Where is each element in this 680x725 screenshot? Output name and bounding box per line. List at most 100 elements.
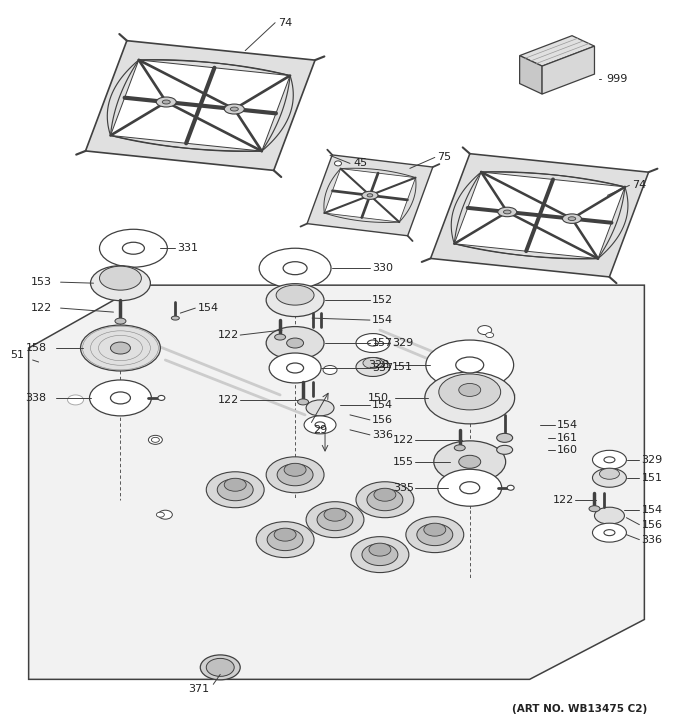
Ellipse shape — [266, 457, 324, 493]
Ellipse shape — [90, 380, 152, 416]
Ellipse shape — [315, 422, 325, 428]
Text: 74: 74 — [632, 181, 647, 191]
Text: (ART NO. WB13475 C2): (ART NO. WB13475 C2) — [512, 704, 647, 714]
Ellipse shape — [483, 395, 496, 405]
Ellipse shape — [369, 543, 391, 556]
Ellipse shape — [286, 363, 303, 373]
Text: 331: 331 — [177, 243, 199, 253]
Text: 335: 335 — [393, 483, 414, 493]
Text: 45: 45 — [353, 158, 367, 168]
Ellipse shape — [80, 325, 160, 371]
Text: 156: 156 — [641, 520, 662, 530]
Text: 151: 151 — [392, 362, 413, 372]
Ellipse shape — [503, 210, 511, 214]
Ellipse shape — [498, 207, 517, 217]
Ellipse shape — [115, 318, 126, 324]
Ellipse shape — [496, 445, 513, 455]
Text: 156: 156 — [372, 415, 393, 425]
Text: 328: 328 — [368, 360, 389, 370]
Ellipse shape — [90, 265, 150, 301]
Ellipse shape — [67, 395, 84, 405]
Ellipse shape — [374, 488, 396, 501]
Polygon shape — [454, 172, 625, 259]
Ellipse shape — [592, 468, 626, 487]
Ellipse shape — [284, 463, 306, 476]
Ellipse shape — [351, 536, 409, 573]
Ellipse shape — [214, 663, 227, 672]
Ellipse shape — [568, 217, 576, 220]
Polygon shape — [111, 60, 290, 151]
Ellipse shape — [317, 509, 353, 531]
Ellipse shape — [367, 194, 373, 197]
Ellipse shape — [439, 374, 500, 410]
Text: 371: 371 — [188, 684, 209, 695]
Ellipse shape — [604, 530, 615, 536]
Ellipse shape — [363, 357, 383, 368]
Text: 337: 337 — [372, 363, 393, 373]
Ellipse shape — [478, 326, 492, 334]
Ellipse shape — [356, 481, 414, 518]
Ellipse shape — [277, 464, 313, 486]
Ellipse shape — [156, 97, 176, 107]
Ellipse shape — [298, 399, 309, 405]
Ellipse shape — [306, 502, 364, 538]
Ellipse shape — [206, 472, 264, 508]
Text: 329: 329 — [641, 455, 662, 465]
Ellipse shape — [496, 434, 513, 442]
Ellipse shape — [274, 528, 296, 541]
Ellipse shape — [356, 357, 390, 376]
Text: 150: 150 — [368, 393, 389, 403]
Ellipse shape — [324, 508, 346, 521]
Polygon shape — [324, 169, 415, 222]
Ellipse shape — [417, 523, 453, 546]
Ellipse shape — [286, 338, 303, 348]
Ellipse shape — [362, 191, 378, 199]
Ellipse shape — [426, 340, 513, 390]
Text: 154: 154 — [372, 315, 393, 325]
Ellipse shape — [283, 262, 307, 275]
Ellipse shape — [456, 357, 483, 373]
Text: 153: 153 — [31, 277, 52, 287]
Ellipse shape — [231, 107, 238, 111]
Ellipse shape — [266, 326, 324, 360]
Ellipse shape — [158, 395, 165, 400]
Text: 75: 75 — [437, 152, 451, 162]
Ellipse shape — [459, 455, 481, 468]
Ellipse shape — [152, 437, 159, 442]
Polygon shape — [542, 46, 594, 94]
Polygon shape — [430, 154, 649, 277]
Polygon shape — [520, 36, 594, 66]
Ellipse shape — [589, 506, 600, 512]
Polygon shape — [29, 285, 645, 679]
Ellipse shape — [99, 266, 141, 290]
Ellipse shape — [356, 334, 390, 352]
Text: 155: 155 — [393, 457, 414, 467]
Ellipse shape — [266, 283, 324, 317]
Text: 154: 154 — [199, 303, 220, 313]
Ellipse shape — [459, 384, 481, 397]
Ellipse shape — [476, 410, 483, 415]
Text: 330: 330 — [372, 263, 393, 273]
Ellipse shape — [604, 457, 615, 463]
Ellipse shape — [156, 512, 165, 517]
Ellipse shape — [269, 353, 321, 383]
Ellipse shape — [460, 481, 479, 494]
Ellipse shape — [323, 365, 337, 375]
Ellipse shape — [259, 248, 331, 288]
Text: 122: 122 — [393, 435, 414, 445]
Ellipse shape — [171, 316, 180, 320]
Text: 151: 151 — [641, 473, 662, 483]
Ellipse shape — [424, 523, 446, 536]
Ellipse shape — [304, 416, 336, 434]
Ellipse shape — [306, 400, 334, 416]
Ellipse shape — [367, 489, 403, 510]
Ellipse shape — [267, 529, 303, 550]
Text: 122: 122 — [31, 303, 52, 313]
Text: 154: 154 — [556, 420, 578, 430]
Ellipse shape — [99, 229, 167, 268]
Text: 160: 160 — [556, 445, 577, 455]
Ellipse shape — [592, 450, 626, 469]
Text: 336: 336 — [641, 534, 662, 544]
Ellipse shape — [454, 445, 465, 451]
Ellipse shape — [256, 522, 314, 558]
